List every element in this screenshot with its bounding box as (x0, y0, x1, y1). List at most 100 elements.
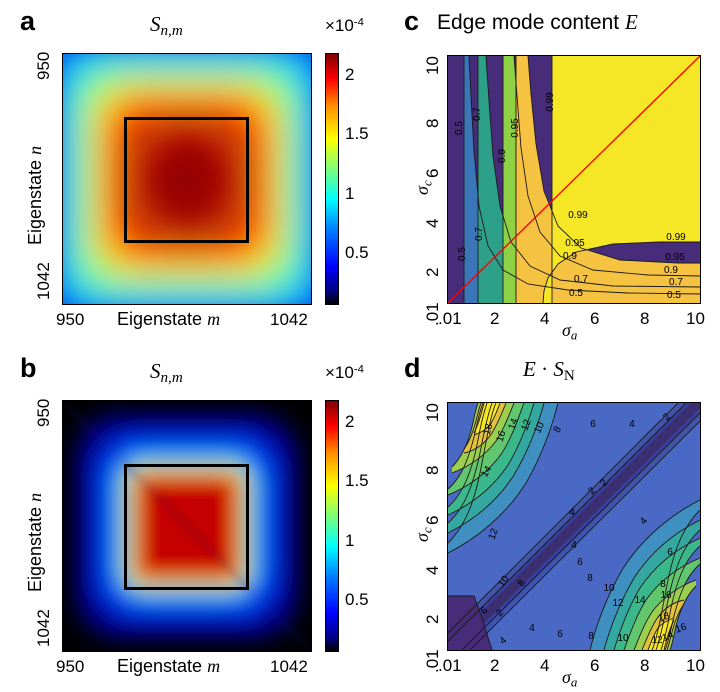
panel-b-colorbar-exponent: ×10-4 (325, 363, 364, 383)
panel-d-label-16-lr: 16 (674, 621, 689, 635)
panel-a-xaxis-label: Eigenstate m (117, 309, 220, 330)
panel-a-yaxis-label: Eigenstate n (25, 146, 46, 245)
panel-d-label-12-ul: 12 (487, 527, 501, 542)
panel-c-contour-labels: 0.5 0.7 0.9 0.95 0.99 0.5 0.7 0.99 0.95 … (454, 92, 686, 301)
panel-d-xaxis-label-sym: σ (562, 667, 571, 687)
panel-d-contours-lower-right (589, 499, 700, 650)
panel-b-colorbar-tick-2: 2 (345, 412, 355, 431)
panel-c-xaxis-label-sub: a (570, 327, 578, 343)
panel-d-label-10-mid: 10 (603, 583, 615, 594)
panel-d-label-6-lr: 6 (557, 629, 563, 640)
panel-d-corner-low (448, 596, 492, 650)
panel-a-colorbar-exp-base: ×10 (325, 16, 354, 35)
panel-c-contour-0.5 (468, 56, 700, 295)
panel-a-xtick-950: 950 (56, 310, 85, 329)
panel-a-letter: a (20, 6, 36, 36)
panel-c-label-0.95-upper: 0.95 (510, 118, 521, 138)
panel-c-contour-0.99 (542, 241, 700, 303)
panel-d-label-4-mid2: 4 (571, 540, 577, 551)
panel-c-xtick-10: 10 (686, 309, 705, 328)
panel-b-title-main: S (150, 359, 161, 383)
panel-a-colorbar-tick-1_5: 1.5 (345, 124, 369, 143)
panel-a-plot-area (62, 53, 312, 305)
panel-c-label-0.99-right: 0.99 (666, 232, 686, 243)
panel-d-yaxis-label-sym: σ (412, 533, 432, 542)
panel-d-xtick-10: 10 (686, 656, 705, 675)
panel-c-xtick-8: 8 (640, 309, 650, 328)
panel-c-contour-0.9 (513, 56, 700, 277)
panel-c-xtick-01: .01 (438, 309, 462, 328)
panel-c-label-0.7-lower: 0.7 (474, 227, 485, 241)
panel-c-band-above-0.99 (543, 56, 700, 303)
panel-d-xtick-6: 6 (590, 656, 600, 675)
panel-d-title-sub: N (563, 368, 575, 385)
panel-d-title-E: E (523, 357, 536, 381)
panel-c-band-0.7-0.9 (478, 56, 700, 303)
panel-d-label-6-ul: 6 (479, 605, 491, 617)
panel-d-label-10-ul2: 10 (532, 420, 547, 435)
panel-d-label-6-right: 6 (667, 547, 673, 558)
panel-c-label-0.99-mid: 0.99 (568, 210, 588, 221)
panel-c-ytick-2: 2 (423, 267, 442, 277)
panel-d-xtick-2: 2 (490, 656, 500, 675)
panel-c-label-0.9-right: 0.9 (664, 265, 678, 276)
panel-d-label-16-ul: 16 (495, 429, 509, 443)
panel-d-ytick-6: 6 (423, 515, 442, 525)
panel-a-colorbar-tick-2: 2 (345, 65, 355, 84)
panel-d-label-18-ul: 18 (482, 422, 496, 436)
panel-d-label-14-mid: 14 (634, 595, 646, 606)
panel-d-label-14-ul: 14 (479, 464, 494, 480)
panel-c-label-0.5-lower: 0.5 (457, 247, 468, 261)
panel-a-yaxis-label-text: Eigenstate (25, 159, 45, 245)
panel-c-label-0.5-mid: 0.5 (569, 288, 583, 299)
panel-d-label-12-mid: 12 (612, 598, 624, 609)
panel-d-label-12-ul2: 12 (520, 418, 534, 433)
panel-d-label-4-mid: 4 (569, 507, 575, 518)
panel-c-label-0.99-upper: 0.99 (545, 92, 556, 112)
panel-d-title-dot: · (541, 357, 549, 381)
panel-c-title-text: Edge mode content (437, 11, 620, 34)
panel-d-label-8-mid: 8 (587, 573, 593, 584)
panel-b-yaxis-label: Eigenstate n (25, 493, 46, 592)
panel-d-label-4-lr: 4 (529, 623, 535, 634)
panel-d-label-8-ul2: 8 (552, 424, 565, 435)
panel-b-ytick-1042: 1042 (34, 609, 53, 647)
panel-c-label-0.5-right: 0.5 (667, 290, 681, 301)
panel-a-colorbar-tick-1: 1 (345, 184, 355, 203)
panel-a-xtick-1042: 1042 (270, 310, 308, 329)
panel-d-title: E · SN (523, 357, 575, 385)
panel-b-colorbar-exp-power: -4 (353, 363, 364, 376)
panel-c-label-0.7-right: 0.7 (669, 277, 683, 288)
panel-d-xtick-8: 8 (640, 656, 650, 675)
panel-b-title: Sn,m (150, 359, 183, 387)
panel-c-ytick-4: 4 (423, 218, 442, 228)
panel-b-xtick-1042: 1042 (270, 657, 308, 676)
panel-d-xaxis-label: σa (562, 667, 577, 691)
panel-d-contours-valley (448, 403, 700, 650)
panel-b-colorbar-tick-0_5: 0.5 (345, 590, 369, 609)
panel-c-contour-0.95 (527, 56, 700, 264)
panel-a-colorbar-exp-power: -4 (353, 16, 364, 29)
panel-a-yaxis-label-sym: n (25, 145, 45, 155)
panel-d-label-4-top: 4 (629, 419, 635, 430)
panel-d-xaxis-label-sub: a (570, 674, 578, 690)
panel-d-band-below-2-valley (448, 403, 700, 650)
panel-b-yaxis-label-sym: n (25, 492, 45, 502)
panel-d-contour-plot: 14 12 10 8 6 4 18 16 14 12 10 8 6 4 2 2 … (448, 403, 700, 650)
panel-c-contour-plot: 0.5 0.7 0.9 0.95 0.99 0.5 0.7 0.99 0.95 … (448, 56, 700, 303)
panel-d-plot-area: 14 12 10 8 6 4 18 16 14 12 10 8 6 4 2 2 … (447, 402, 701, 651)
panel-d-label-18-lr: 18 (657, 610, 672, 624)
panel-d-yaxis-label: σc (412, 527, 436, 542)
panel-c-plot-area: 0.5 0.7 0.9 0.95 0.99 0.5 0.7 0.99 0.95 … (447, 55, 701, 304)
panel-d-ytick-2: 2 (423, 614, 442, 624)
panel-d-contours-upper-left (448, 403, 559, 554)
panel-b-xtick-950: 950 (56, 657, 85, 676)
panel-b-ytick-950: 950 (34, 398, 53, 427)
panel-d-ytick-10: 10 (423, 403, 442, 422)
panel-b-colorbar (325, 400, 339, 652)
panel-c-diagonal-line (448, 56, 700, 303)
panel-a-colorbar-tick-0_5: 0.5 (345, 243, 369, 262)
panel-a-colorbar-exponent: ×10-4 (325, 16, 364, 36)
panel-d-label-6-top: 6 (590, 419, 596, 430)
panel-c-letter: c (404, 6, 420, 36)
